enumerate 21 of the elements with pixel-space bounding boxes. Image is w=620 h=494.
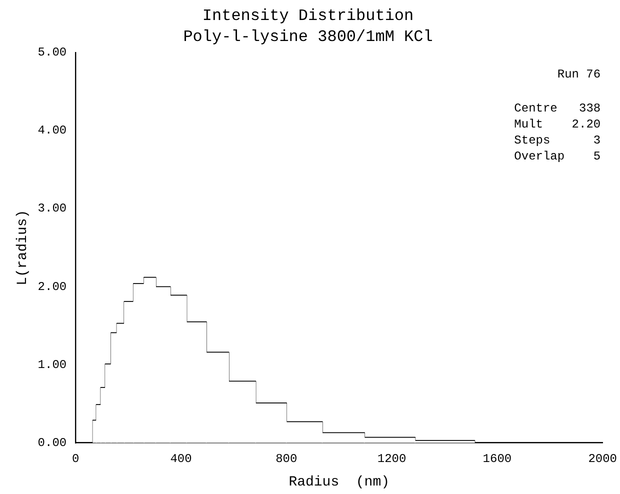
- y-tick-label: 4.00: [38, 124, 67, 138]
- y-tick-label: 2.00: [38, 280, 67, 294]
- x-tick-label: 400: [170, 452, 192, 466]
- chart-subtitle: Poly-l-lysine 3800/1mM KCl: [183, 28, 433, 46]
- y-tick-label: 0.00: [38, 436, 67, 450]
- annotation: Overlap 5: [514, 150, 601, 164]
- annotation: Centre 338: [514, 102, 601, 116]
- annotation: Steps 3: [514, 134, 601, 148]
- x-tick-label: 0: [72, 452, 80, 466]
- chart-title: Intensity Distribution: [202, 6, 414, 25]
- x-axis-title: Radius (nm): [288, 474, 390, 490]
- y-tick-label: 5.00: [38, 46, 67, 60]
- annotation: Run 76: [557, 68, 601, 82]
- x-tick-label: 1600: [482, 452, 512, 466]
- y-tick-label: 3.00: [38, 202, 67, 216]
- x-tick-label: 800: [276, 452, 298, 466]
- x-tick-label: 1200: [377, 452, 406, 466]
- annotation: Mult 2.20: [514, 118, 601, 132]
- x-tick-label: 2000: [588, 452, 618, 466]
- y-tick-label: 1.00: [38, 358, 67, 372]
- y-axis-title: L(radius): [15, 210, 32, 286]
